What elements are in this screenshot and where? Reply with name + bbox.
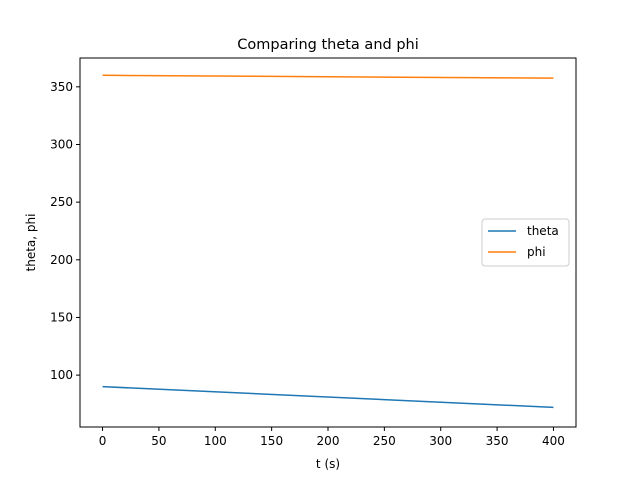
chart-title: Comparing theta and phi [237,37,419,53]
legend-label-theta: theta [527,224,559,238]
y-axis-label: theta, phi [24,214,38,272]
series-line-theta [102,385,554,409]
x-tick-label: 200 [317,434,340,448]
y-tick-label: 100 [50,368,73,382]
x-tick-label: 150 [260,434,283,448]
y-tick-label: 150 [50,310,73,324]
x-axis-label: t (s) [316,457,340,471]
y-tick-label: 300 [50,137,73,151]
legend: theta phi [481,218,570,267]
x-tick-label: 0 [99,434,107,448]
x-tick-label: 300 [429,434,452,448]
series-line-phi [102,74,554,79]
y-axis-ticks: 100 150 200 250 300 350 [50,80,80,382]
x-tick-label: 400 [542,434,565,448]
x-tick-label: 100 [204,434,227,448]
x-tick-label: 350 [486,434,509,448]
series-layer [102,74,554,409]
x-axis-ticks: 0 50 100 150 200 250 300 350 400 [99,427,565,448]
legend-label-phi: phi [527,245,546,259]
x-tick-label: 50 [151,434,166,448]
y-tick-label: 200 [50,253,73,267]
y-tick-label: 350 [50,80,73,94]
x-tick-label: 250 [373,434,396,448]
y-tick-label: 250 [50,195,73,209]
